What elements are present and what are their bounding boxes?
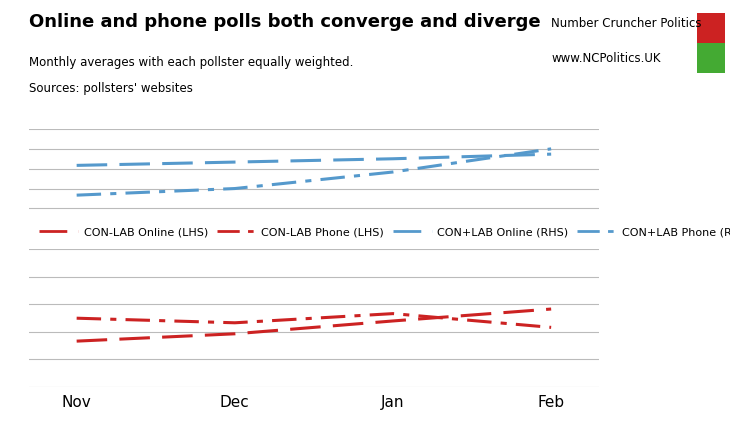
Legend: CON-LAB Online (LHS), CON-LAB Phone (LHS), CON+LAB Online (RHS), CON+LAB Phone (: CON-LAB Online (LHS), CON-LAB Phone (LHS…	[35, 223, 730, 242]
Text: Sources: pollsters' websites: Sources: pollsters' websites	[29, 82, 193, 95]
Text: Online and phone polls both converge and diverge: Online and phone polls both converge and…	[29, 13, 541, 31]
Text: Number Cruncher Politics: Number Cruncher Politics	[551, 17, 702, 30]
Text: www.NCPolitics.UK: www.NCPolitics.UK	[551, 52, 661, 64]
Text: Monthly averages with each pollster equally weighted.: Monthly averages with each pollster equa…	[29, 56, 353, 69]
